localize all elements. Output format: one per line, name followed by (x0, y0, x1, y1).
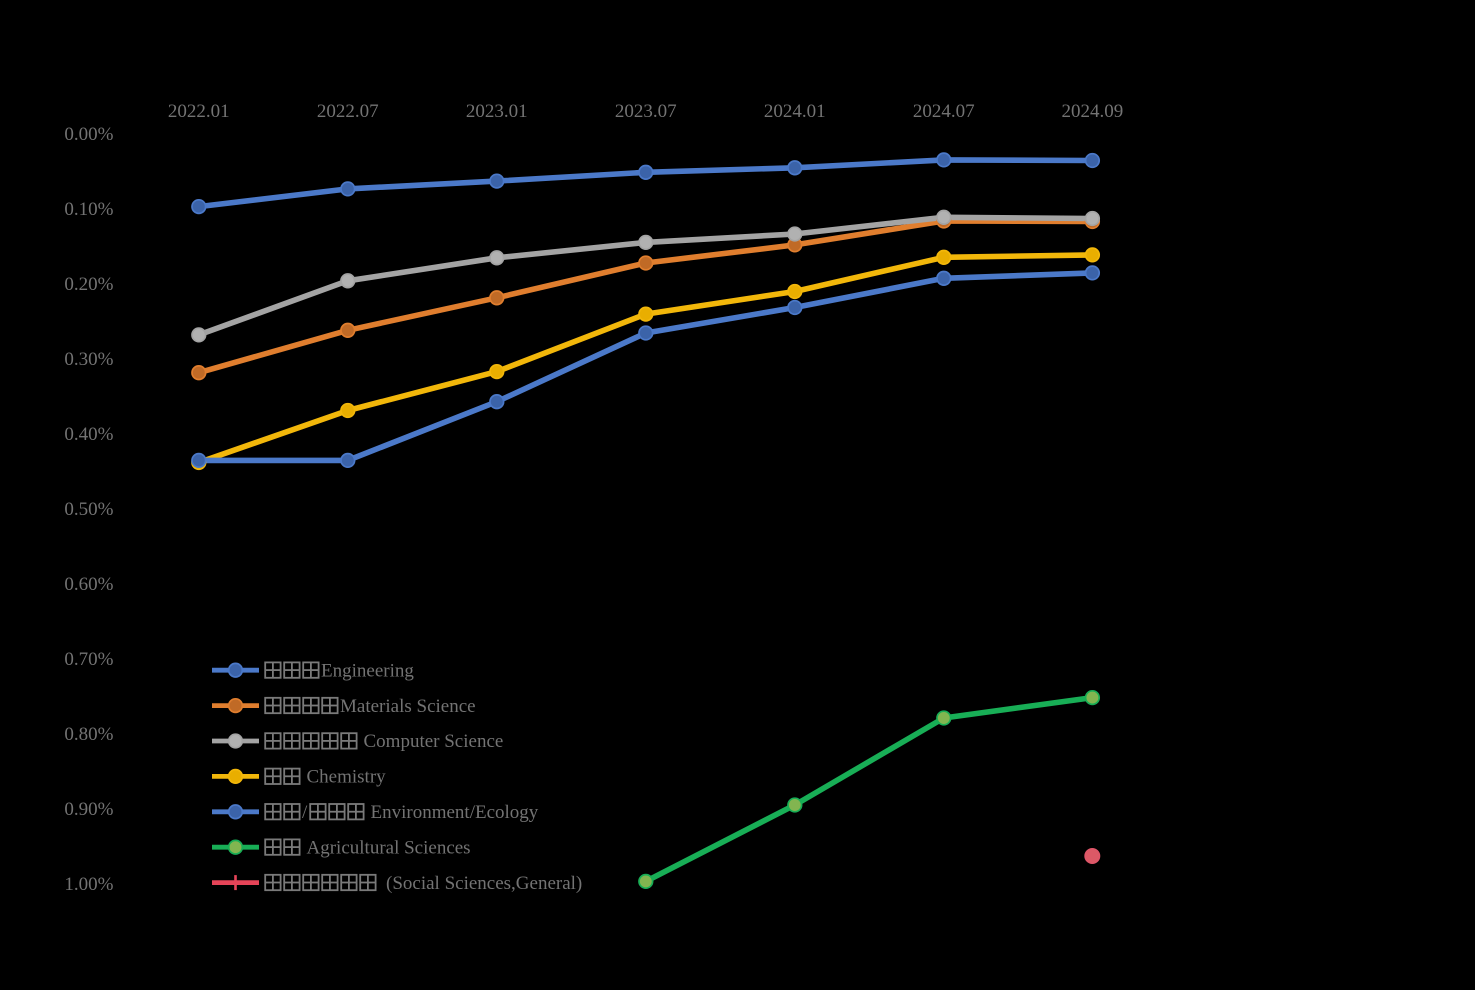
svg-text:0.70%: 0.70% (64, 649, 113, 670)
svg-text:2022.01: 2022.01 (168, 101, 230, 122)
svg-text:0.20%: 0.20% (64, 274, 113, 295)
svg-text:0.60%: 0.60% (64, 574, 113, 595)
svg-text:(Social Sciences,General): (Social Sciences,General) (386, 873, 582, 894)
svg-text:Computer Science: Computer Science (364, 731, 504, 752)
svg-text:0.10%: 0.10% (64, 199, 113, 220)
svg-text:2023.07: 2023.07 (615, 101, 677, 122)
svg-text:0.00%: 0.00% (64, 124, 113, 145)
svg-text:2022.07: 2022.07 (317, 101, 379, 122)
svg-text:0.40%: 0.40% (64, 424, 113, 445)
svg-text:0.30%: 0.30% (64, 349, 113, 370)
svg-text:2023.01: 2023.01 (466, 101, 528, 122)
svg-text:2024.09: 2024.09 (1062, 101, 1124, 122)
svg-text:0.80%: 0.80% (64, 724, 113, 745)
svg-text:2024.07: 2024.07 (913, 101, 975, 122)
svg-text:Agricultural Sciences: Agricultural Sciences (307, 837, 471, 858)
svg-text:Engineering: Engineering (321, 660, 414, 681)
svg-text:2024.01: 2024.01 (764, 101, 826, 122)
svg-text:Chemistry: Chemistry (307, 767, 387, 788)
svg-text:/: / (302, 802, 308, 823)
svg-text:0.90%: 0.90% (64, 799, 113, 820)
svg-text:Environment/Ecology: Environment/Ecology (371, 802, 539, 823)
svg-text:0.50%: 0.50% (64, 499, 113, 520)
svg-text:1.00%: 1.00% (64, 874, 113, 895)
svg-text:Materials Science: Materials Science (340, 696, 476, 717)
